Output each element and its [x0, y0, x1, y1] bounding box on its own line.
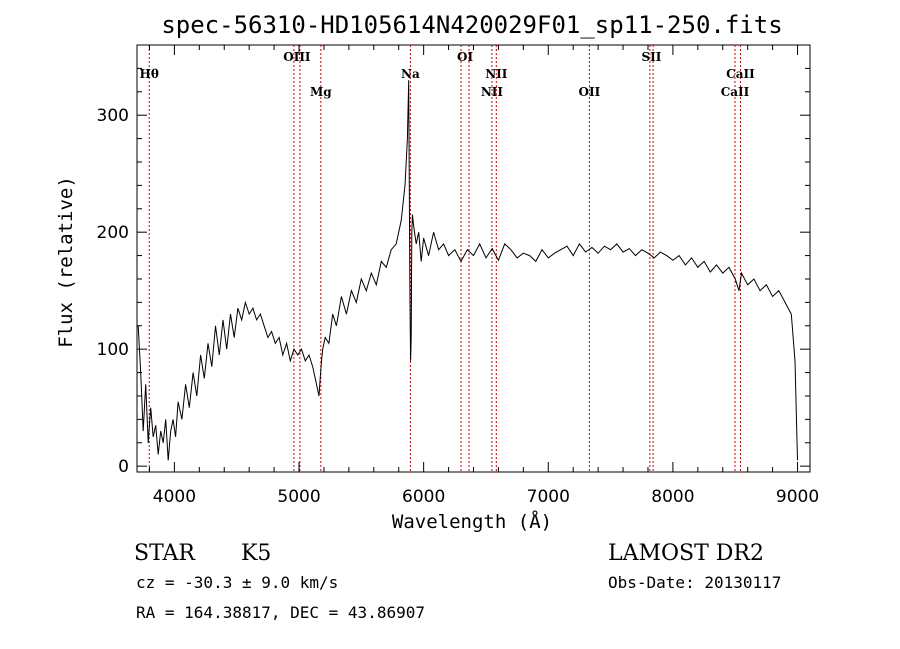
spectral-line-markers	[148, 45, 741, 472]
spectral-line-label-10: CaII	[721, 85, 750, 99]
x-axis-label: Wavelength (Å)	[392, 510, 552, 533]
y-tick-label-2: 200	[97, 223, 129, 243]
spectrum-series	[137, 80, 798, 461]
object-class: STAR	[134, 541, 196, 566]
plot-frame	[136, 44, 811, 473]
spectral-subclass: K5	[241, 541, 271, 566]
y-axis: 0 100 200 300	[97, 67, 810, 477]
chart-title: spec-56310-HD105614N420029F01_sp11-250.f…	[161, 11, 782, 39]
spectral-line-label-5: NII	[485, 67, 508, 81]
x-tick-label-3: 7000	[527, 487, 570, 507]
redshift-text: cz = -30.3 ± 9.0 km/s	[136, 573, 338, 592]
survey-name: LAMOST DR2	[608, 541, 764, 566]
spectral-line-label-8: SII	[642, 50, 662, 64]
spectral-line-label-4: OI	[457, 50, 473, 64]
coordinates-text: RA = 164.38817, DEC = 43.86907	[136, 603, 425, 622]
x-tick-label-1: 5000	[277, 487, 320, 507]
spectrum-line	[137, 80, 798, 461]
x-tick-label-0: 4000	[153, 487, 196, 507]
spectral-line-label-6: NII	[481, 85, 504, 99]
spectral-line-label-7: OII	[579, 85, 601, 99]
x-axis: 4000 5000 6000 7000 8000 9000	[148, 45, 819, 507]
spectral-line-label-9: CaII	[726, 67, 755, 81]
spectral-line-label-1: OIII	[283, 50, 311, 64]
y-tick-label-0: 0	[118, 457, 129, 477]
x-tick-label-4: 8000	[651, 487, 694, 507]
y-axis-label: Flux (relative)	[55, 176, 77, 348]
spectral-line-label-3: Na	[401, 67, 420, 81]
x-tick-label-2: 6000	[402, 487, 445, 507]
x-tick-label-5: 9000	[776, 487, 819, 507]
spectral-line-label-0: Hθ	[140, 67, 159, 81]
y-tick-label-1: 100	[97, 340, 129, 360]
spectral-line-labels: Hθ OIII Mg Na OI NII NII OII SII CaII CaII	[140, 50, 756, 99]
y-tick-label-3: 300	[97, 106, 129, 126]
spectral-line-label-2: Mg	[310, 85, 332, 99]
obs-date-text: Obs-Date: 20130117	[608, 573, 781, 592]
